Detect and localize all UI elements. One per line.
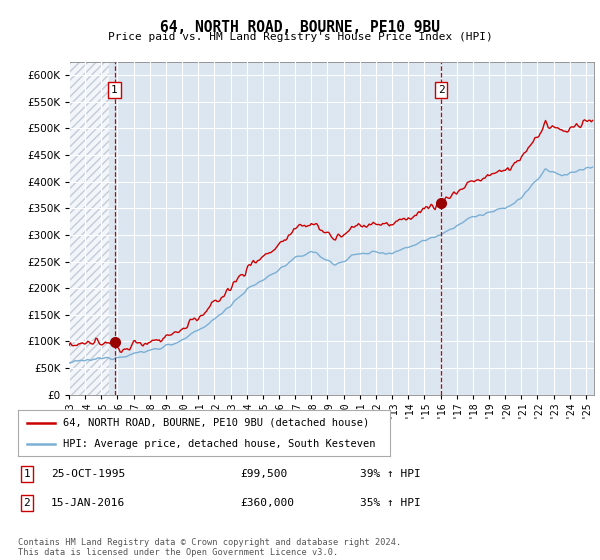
Text: 25-OCT-1995: 25-OCT-1995	[51, 469, 125, 479]
Text: 2: 2	[438, 85, 445, 95]
Text: Contains HM Land Registry data © Crown copyright and database right 2024.
This d: Contains HM Land Registry data © Crown c…	[18, 538, 401, 557]
Text: 1: 1	[23, 469, 31, 479]
Text: Price paid vs. HM Land Registry's House Price Index (HPI): Price paid vs. HM Land Registry's House …	[107, 32, 493, 43]
Text: 64, NORTH ROAD, BOURNE, PE10 9BU (detached house): 64, NORTH ROAD, BOURNE, PE10 9BU (detach…	[62, 418, 369, 428]
Text: HPI: Average price, detached house, South Kesteven: HPI: Average price, detached house, Sout…	[62, 439, 375, 449]
Text: 2: 2	[23, 498, 31, 508]
Text: 64, NORTH ROAD, BOURNE, PE10 9BU: 64, NORTH ROAD, BOURNE, PE10 9BU	[160, 20, 440, 35]
Text: 1: 1	[111, 85, 118, 95]
Text: £360,000: £360,000	[240, 498, 294, 508]
Text: 39% ↑ HPI: 39% ↑ HPI	[360, 469, 421, 479]
Text: 15-JAN-2016: 15-JAN-2016	[51, 498, 125, 508]
Text: 35% ↑ HPI: 35% ↑ HPI	[360, 498, 421, 508]
Text: £99,500: £99,500	[240, 469, 287, 479]
